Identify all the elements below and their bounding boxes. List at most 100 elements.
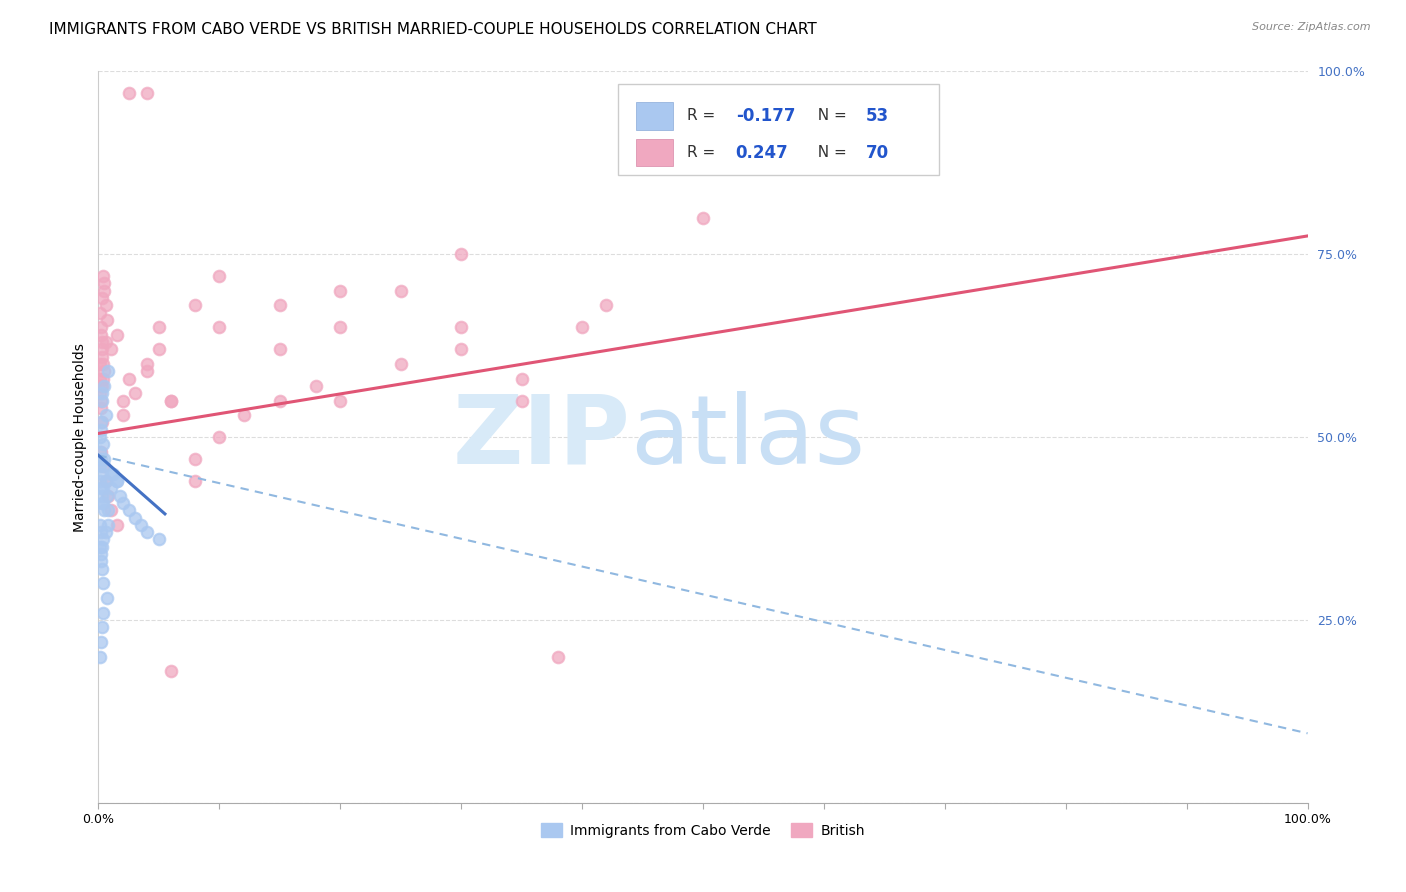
Point xyxy=(160,393,183,408)
Point xyxy=(208,320,231,334)
Point xyxy=(90,379,112,393)
Point xyxy=(94,525,117,540)
Point xyxy=(124,386,146,401)
Point xyxy=(89,649,111,664)
Point xyxy=(595,298,617,312)
Point xyxy=(97,517,120,532)
Point xyxy=(91,350,114,364)
Point xyxy=(97,364,120,378)
Point xyxy=(94,334,117,349)
Point xyxy=(93,284,115,298)
Point xyxy=(91,496,114,510)
Text: atlas: atlas xyxy=(630,391,866,483)
Point xyxy=(91,489,114,503)
Point xyxy=(96,313,118,327)
Point xyxy=(105,517,128,532)
Text: 70: 70 xyxy=(866,144,890,161)
Point xyxy=(101,467,124,481)
Point xyxy=(93,364,115,378)
Point xyxy=(91,334,114,349)
Text: R =: R = xyxy=(688,145,720,160)
Point xyxy=(124,510,146,524)
Point xyxy=(450,320,472,334)
Point xyxy=(105,474,128,488)
Point xyxy=(148,533,170,547)
Point xyxy=(89,459,111,474)
Point xyxy=(91,496,114,510)
Legend: Immigrants from Cabo Verde, British: Immigrants from Cabo Verde, British xyxy=(536,817,870,844)
Point xyxy=(90,416,112,430)
Point xyxy=(94,298,117,312)
Text: -0.177: -0.177 xyxy=(735,107,796,125)
Point xyxy=(91,371,114,385)
Point xyxy=(89,540,111,554)
Point xyxy=(450,247,472,261)
Point xyxy=(91,459,114,474)
Point xyxy=(329,393,352,408)
Text: Source: ZipAtlas.com: Source: ZipAtlas.com xyxy=(1253,22,1371,32)
Y-axis label: Married-couple Households: Married-couple Households xyxy=(73,343,87,532)
Point xyxy=(89,306,111,320)
Point xyxy=(305,379,328,393)
Point xyxy=(100,481,122,495)
Text: N =: N = xyxy=(808,145,852,160)
Point xyxy=(91,393,114,408)
Point xyxy=(450,343,472,357)
Point xyxy=(93,452,115,467)
Point xyxy=(91,620,114,634)
Point xyxy=(93,503,115,517)
Point xyxy=(91,467,114,481)
Point xyxy=(91,386,114,401)
Point xyxy=(118,371,141,385)
Point xyxy=(389,357,412,371)
Point xyxy=(547,649,569,664)
Point xyxy=(510,393,533,408)
FancyBboxPatch shape xyxy=(619,84,939,175)
Point xyxy=(108,489,131,503)
Point xyxy=(208,430,231,444)
Point xyxy=(89,517,111,532)
Point xyxy=(135,87,157,101)
Text: N =: N = xyxy=(808,109,852,123)
Point xyxy=(135,525,157,540)
Point xyxy=(269,343,291,357)
Point xyxy=(97,489,120,503)
Point xyxy=(91,416,114,430)
Point xyxy=(329,284,352,298)
Point xyxy=(111,393,134,408)
Point xyxy=(89,371,111,385)
Point xyxy=(91,606,114,620)
Point xyxy=(208,269,231,284)
FancyBboxPatch shape xyxy=(637,138,672,167)
Point xyxy=(94,474,117,488)
Point xyxy=(91,357,114,371)
Point xyxy=(90,393,112,408)
Point xyxy=(90,547,112,561)
Point xyxy=(329,320,352,334)
Point xyxy=(93,459,115,474)
Text: R =: R = xyxy=(688,109,720,123)
Point xyxy=(90,401,112,415)
Point xyxy=(111,496,134,510)
Point xyxy=(91,379,114,393)
Point xyxy=(105,327,128,342)
Point xyxy=(232,408,254,422)
Point xyxy=(96,489,118,503)
Point xyxy=(269,298,291,312)
Point xyxy=(135,364,157,378)
Point xyxy=(118,87,141,101)
Point xyxy=(118,503,141,517)
Point xyxy=(93,277,115,291)
Point xyxy=(89,357,111,371)
Point xyxy=(91,576,114,591)
Point xyxy=(89,386,111,401)
Point xyxy=(389,284,412,298)
Point xyxy=(160,664,183,678)
Point xyxy=(111,408,134,422)
Text: 0.247: 0.247 xyxy=(735,144,789,161)
Point xyxy=(510,371,533,385)
Point xyxy=(100,467,122,481)
Text: IMMIGRANTS FROM CABO VERDE VS BRITISH MARRIED-COUPLE HOUSEHOLDS CORRELATION CHAR: IMMIGRANTS FROM CABO VERDE VS BRITISH MA… xyxy=(49,22,817,37)
Point xyxy=(91,437,114,451)
Point xyxy=(148,320,170,334)
